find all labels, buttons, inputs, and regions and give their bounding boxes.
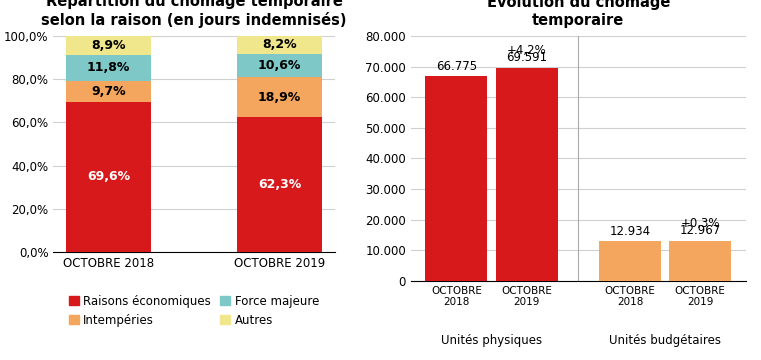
Text: 18,9%: 18,9%	[258, 90, 301, 104]
Bar	[670, 241, 731, 281]
Text: Unités budgétaires: Unités budgétaires	[609, 334, 721, 347]
Text: 69,6%: 69,6%	[88, 170, 130, 183]
Text: 8,9%: 8,9%	[91, 39, 126, 52]
Text: 12.967: 12.967	[680, 224, 721, 238]
Bar	[237, 36, 322, 54]
Text: 12.934: 12.934	[610, 225, 651, 238]
Text: 10,6%: 10,6%	[258, 59, 301, 72]
Bar	[66, 102, 151, 252]
Bar	[66, 55, 151, 81]
Legend: Raisons économiques, Intempéries, Force majeure, Autres: Raisons économiques, Intempéries, Force …	[65, 290, 323, 332]
Text: 69.591: 69.591	[506, 51, 547, 64]
Bar	[237, 117, 322, 252]
Bar	[237, 77, 322, 117]
Bar	[425, 76, 487, 281]
Bar	[237, 54, 322, 77]
Bar	[599, 241, 661, 281]
Text: Unités physiques: Unités physiques	[441, 334, 542, 347]
Text: 11,8%: 11,8%	[87, 62, 130, 75]
Text: 62,3%: 62,3%	[258, 178, 301, 191]
Text: 8,2%: 8,2%	[262, 39, 297, 51]
Text: +4,2%: +4,2%	[507, 44, 546, 57]
Title: Evolution du chômage
temporaire: Evolution du chômage temporaire	[487, 0, 670, 28]
Bar	[66, 81, 151, 102]
Text: +0,3%: +0,3%	[680, 217, 720, 230]
Bar	[66, 36, 151, 55]
Bar	[495, 68, 558, 281]
Title: Répartition du chômage temporaire
selon la raison (en jours indemnisés): Répartition du chômage temporaire selon …	[41, 0, 347, 28]
Text: 9,7%: 9,7%	[91, 85, 126, 98]
Text: 66.775: 66.775	[436, 60, 477, 73]
